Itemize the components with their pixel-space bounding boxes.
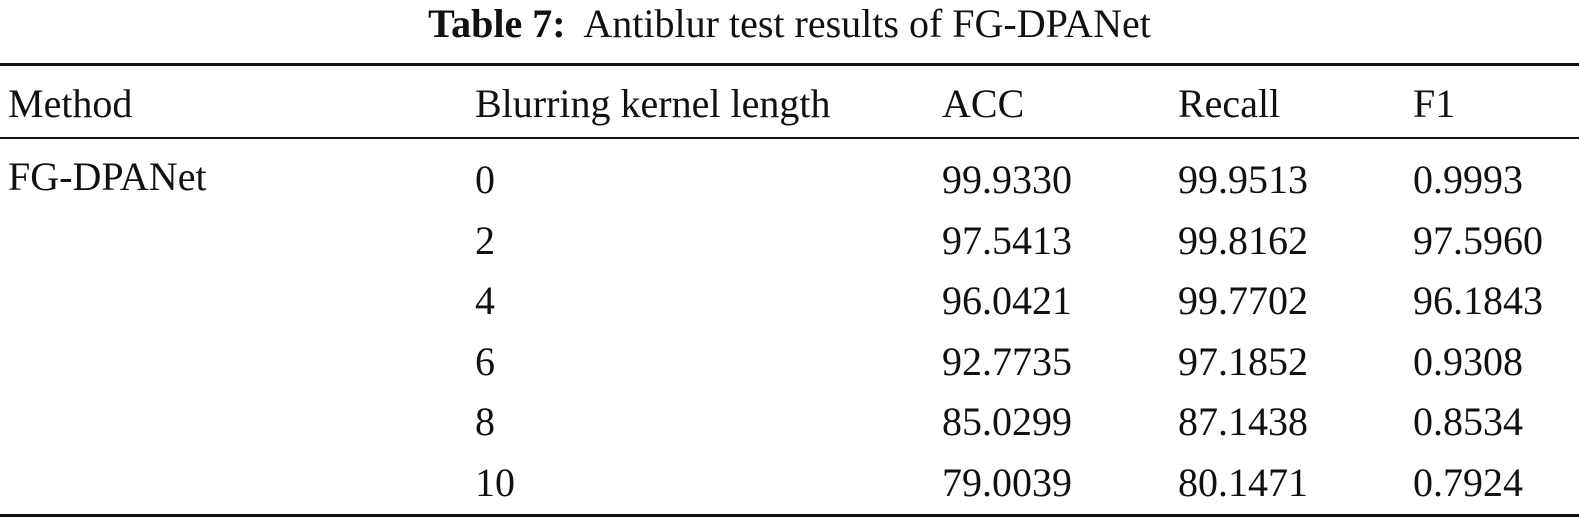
table-cell: 0.7924 xyxy=(1413,459,1523,505)
table-cell: 0 xyxy=(475,157,495,202)
caption-text: Antiblur test results of FG-DPANet xyxy=(583,1,1151,46)
table-cell: 99.9513 xyxy=(1178,157,1308,202)
table-cell: 10 xyxy=(475,459,515,505)
table-cell: 0.8534 xyxy=(1413,399,1523,444)
table-cell: 99.9330 xyxy=(942,157,1072,202)
table-cell: 80.1471 xyxy=(1178,459,1308,505)
table-cell: 97.5413 xyxy=(942,217,1072,263)
table-caption: Table 7: Antiblur test results of FG-DPA… xyxy=(0,4,1579,44)
table-cell: 96.1843 xyxy=(1413,278,1543,323)
column-header: Method xyxy=(8,81,133,126)
table-cell: 79.0039 xyxy=(942,459,1072,505)
table-cell: 99.7702 xyxy=(1178,278,1308,323)
top-rule xyxy=(0,63,1579,66)
table-cell: 97.1852 xyxy=(1178,338,1308,384)
table-cell: 85.0299 xyxy=(942,399,1072,444)
table-cell: 96.0421 xyxy=(942,278,1072,323)
bottom-rule xyxy=(0,514,1579,517)
column-header: Recall xyxy=(1178,81,1281,126)
table-cell: 99.8162 xyxy=(1178,217,1308,263)
table-cell: 2 xyxy=(475,217,495,263)
table-cell: 4 xyxy=(475,278,495,323)
method-cell: FG-DPANet xyxy=(8,154,207,199)
caption-label: Table 7: xyxy=(428,1,566,46)
column-header: ACC xyxy=(942,81,1025,126)
table-cell: 87.1438 xyxy=(1178,399,1308,444)
table-cell: 0.9308 xyxy=(1413,338,1523,384)
column-header: F1 xyxy=(1413,81,1456,126)
table-cell: 6 xyxy=(475,338,495,384)
table-cell: 0.9993 xyxy=(1413,157,1523,202)
mid-rule xyxy=(0,137,1579,139)
table-cell: 92.7735 xyxy=(942,338,1072,384)
table-cell: 97.5960 xyxy=(1413,217,1543,263)
table-cell: 8 xyxy=(475,399,495,444)
column-header: Blurring kernel length xyxy=(475,81,831,126)
